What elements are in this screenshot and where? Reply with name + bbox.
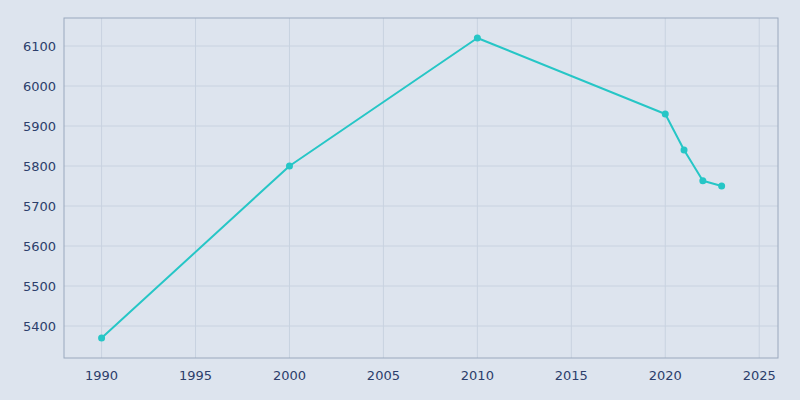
- grid-line: [64, 206, 778, 207]
- grid-line: [101, 18, 102, 358]
- x-tick-label: 2015: [555, 368, 588, 383]
- x-tick-label: 2000: [273, 368, 306, 383]
- y-tick-label: 5400: [23, 319, 56, 334]
- grid-line: [64, 46, 778, 47]
- plot-frame: [64, 18, 778, 358]
- grid-line: [64, 166, 778, 167]
- grid-line: [64, 86, 778, 87]
- tick-labels: 1990 1995 2000 2005 2010 2015 2020 2025 5400 5500…: [23, 39, 776, 384]
- background: [0, 0, 800, 400]
- x-tick-label: 1990: [85, 368, 118, 383]
- grid-line: [759, 18, 760, 358]
- marker: [474, 35, 481, 42]
- marker: [662, 111, 669, 118]
- grid-line: [383, 18, 384, 358]
- y-tick-label: 6100: [23, 39, 56, 54]
- x-tick-label: 1995: [179, 368, 212, 383]
- y-tick-label: 5700: [23, 199, 56, 214]
- marker: [98, 335, 105, 342]
- grid-line: [477, 18, 478, 358]
- y-tick-label: 5900: [23, 119, 56, 134]
- x-tick-label: 2025: [743, 368, 776, 383]
- chart: 1990 1995 2000 2005 2010 2015 2020 2025 5400 5500…: [0, 0, 800, 400]
- grid-line: [289, 18, 290, 358]
- series: [98, 35, 725, 342]
- marker: [681, 147, 688, 154]
- y-tick-label: 6000: [23, 79, 56, 94]
- y-tick-label: 5600: [23, 239, 56, 254]
- y-tick-label: 5500: [23, 279, 56, 294]
- line: [102, 38, 722, 338]
- grid: [64, 18, 778, 358]
- grid-line: [665, 18, 666, 358]
- grid-line: [571, 18, 572, 358]
- marker: [699, 177, 706, 184]
- x-tick-label: 2010: [461, 368, 494, 383]
- x-tick-label: 2005: [367, 368, 400, 383]
- marker: [286, 163, 293, 170]
- grid-line: [64, 326, 778, 327]
- grid-line: [64, 286, 778, 287]
- x-tick-label: 2020: [649, 368, 682, 383]
- grid-line: [195, 18, 196, 358]
- y-tick-label: 5800: [23, 159, 56, 174]
- grid-line: [64, 246, 778, 247]
- marker: [718, 183, 725, 190]
